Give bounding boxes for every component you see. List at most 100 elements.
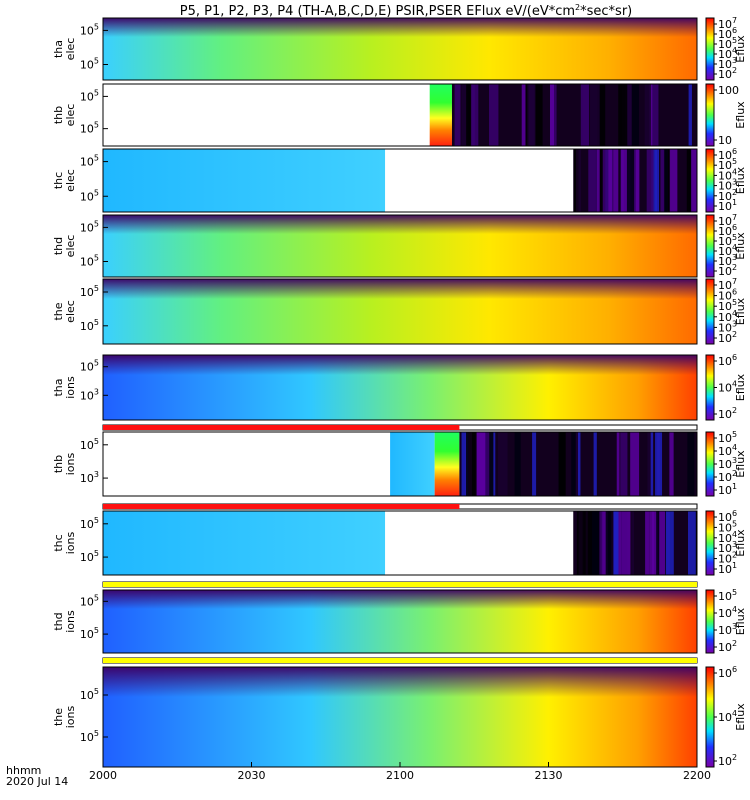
noise-stripe	[600, 511, 608, 575]
x-axis: 2000 2030 2100 2130 2200	[89, 762, 711, 782]
noise-stripe	[664, 149, 671, 212]
no-data-region	[385, 149, 574, 212]
noise-stripe	[599, 511, 603, 575]
colorbar-tick-label: 102	[718, 263, 737, 278]
panel-frame	[102, 431, 698, 497]
y-axis-label: ions	[64, 610, 77, 633]
noise-stripe	[687, 432, 695, 496]
colorbar-tick-label: 104	[718, 46, 737, 61]
colorbar-label: Eflux	[734, 232, 747, 260]
x-tick-label: 2030	[238, 769, 266, 782]
colorbar-tick-label: 104	[718, 709, 737, 724]
colorbar-tick-label: 102	[718, 66, 737, 81]
colorbar	[705, 17, 715, 81]
panel-frame	[102, 510, 698, 576]
colorbar-tick-label: 106	[718, 147, 737, 162]
noise-stripe	[575, 432, 580, 496]
noise-stripe	[593, 432, 597, 496]
panel-tha-ions: 105 103 tha ions 106 104 102 Eflux	[52, 353, 747, 431]
colorbar-tick-label: 101	[718, 482, 737, 497]
colorbar-tick-label: 102	[718, 753, 737, 768]
y-tick-label: 105	[80, 626, 99, 641]
colorbar-tick-label: 106	[718, 665, 737, 680]
y-axis-label: elec	[64, 300, 77, 323]
noise-stripe	[577, 432, 581, 496]
colorbar-tick-label: 100	[718, 84, 739, 97]
colorbar	[705, 431, 715, 497]
y-axis-label: tha	[52, 40, 65, 58]
colorbar-tick-label: 104	[718, 530, 737, 545]
colorbar-tick-label: 101	[718, 198, 737, 213]
y-tick-label: 105	[80, 188, 99, 203]
noise-stripe	[485, 432, 494, 496]
colorbar-tick-label: 104	[718, 443, 737, 458]
noise-stripe	[573, 149, 576, 212]
colorbar-tick-label: 106	[718, 26, 737, 41]
colorbar-label: Eflux	[734, 703, 747, 731]
y-axis-label: elec	[64, 38, 77, 61]
noise-stripe	[605, 511, 612, 575]
colorbar	[705, 354, 715, 421]
colorbar-tick-label: 103	[718, 319, 737, 334]
colorbar	[705, 510, 715, 576]
y-axis-label: ions	[64, 705, 77, 728]
panel-frame	[102, 214, 698, 278]
no-data-region	[385, 511, 574, 575]
noise-stripe	[558, 432, 566, 496]
high-energy-band	[103, 18, 697, 37]
y-tick-label: 105	[80, 121, 99, 136]
y-axis-label: elec	[64, 235, 77, 258]
high-energy-band	[103, 355, 697, 375]
noise-stripe	[664, 149, 668, 212]
y-axis-label: ions	[64, 376, 77, 399]
colorbar-tick-label: 106	[718, 509, 737, 524]
colorbar-tick-label: 104	[718, 605, 737, 620]
noise-stripe	[669, 149, 678, 212]
noise-stripe	[621, 511, 631, 575]
y-tick-label: 105	[80, 219, 99, 234]
noise-stripe	[649, 511, 658, 575]
noise-stripe	[631, 511, 635, 575]
colorbar-label: Eflux	[734, 35, 747, 63]
y-axis-label: tha	[52, 378, 65, 396]
colorbar-tick-label: 103	[718, 253, 737, 268]
noise-stripe	[498, 432, 508, 496]
y-tick-label: 105	[80, 687, 99, 702]
y-tick-label: 105	[80, 254, 99, 269]
noise-stripe	[590, 84, 600, 146]
noise-stripe	[686, 149, 691, 212]
colorbar-tick-label: 102	[718, 188, 737, 203]
y-axis-label: thd	[52, 612, 65, 630]
noise-stripe	[597, 149, 600, 212]
y-tick-label: 105	[80, 729, 99, 744]
noise-stripe	[618, 84, 628, 146]
noise-stripe	[691, 149, 697, 212]
noise-stripe	[655, 149, 660, 212]
y-axis-label: the	[52, 302, 65, 320]
y-tick-label: 105	[80, 57, 99, 72]
date-label: 2020 Jul 14	[6, 775, 68, 788]
noise-stripe	[532, 432, 537, 496]
x-unit-label: hhmm	[6, 764, 41, 777]
noise-stripe	[688, 511, 696, 575]
flag-bar	[103, 504, 460, 509]
colorbar-tick-label: 104	[718, 167, 737, 182]
noise-stripe	[635, 149, 640, 212]
noise-stripe	[669, 432, 674, 496]
colorbar-tick-label: 107	[718, 16, 737, 31]
noise-stripe	[608, 149, 613, 212]
colorbar-label: Eflux	[734, 297, 747, 325]
noise-stripe	[630, 84, 639, 146]
no-data-region	[103, 84, 430, 146]
flag-bar	[103, 582, 697, 587]
colorbar-tick-label: 104	[718, 309, 737, 324]
noise-stripe	[583, 511, 593, 575]
colorbar-label: Eflux	[734, 101, 747, 129]
noise-stripe	[620, 432, 628, 496]
x-tick-label: 2130	[535, 769, 563, 782]
noise-stripe	[591, 511, 600, 575]
noise-stripe	[535, 84, 543, 146]
